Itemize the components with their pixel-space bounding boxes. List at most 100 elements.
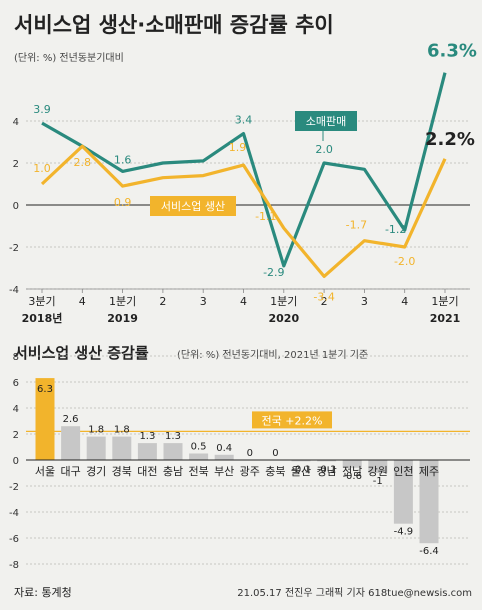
retail-line xyxy=(41,72,447,268)
bar-chart-title: 서비스업 생산 증감률 xyxy=(14,344,149,362)
bar xyxy=(86,436,106,460)
bar-value-label: 0.4 xyxy=(216,443,232,454)
bar xyxy=(291,460,311,462)
y-tick-label: -4 xyxy=(9,508,19,519)
bar-chart-subtitle: (단위: %) 전년동기대비, 2021년 1분기 기준 xyxy=(177,348,368,361)
bar xyxy=(35,378,55,460)
x-tick-label: 4 xyxy=(401,295,408,308)
x-tick-label: 2 xyxy=(321,295,328,308)
bar-category-label: 전남 xyxy=(342,465,362,478)
bar-category-label: 경기 xyxy=(86,465,106,478)
source-note: 자료: 통계청 xyxy=(14,586,72,599)
y-tick-label: -2 xyxy=(9,243,19,254)
y-tick-label: -2 xyxy=(9,482,19,493)
bar-value-label: 0.5 xyxy=(191,442,207,453)
reference-label: 전국 +2.2% xyxy=(262,414,323,427)
y-tick-label: 2 xyxy=(13,430,19,441)
bar-value-label: -0.1 xyxy=(291,464,311,475)
data-label: 2.8 xyxy=(74,156,92,169)
bar xyxy=(189,453,209,460)
data-label: -3.4 xyxy=(313,290,334,303)
x-tick-label: 4 xyxy=(79,295,86,308)
y-tick-label: 4 xyxy=(13,117,19,128)
bar-value-label: 1.3 xyxy=(139,431,155,442)
bar xyxy=(61,426,81,460)
bar-category-label: 서울 xyxy=(35,465,55,478)
line-chart: -4 -2 0 2 4 3분기 4 1분기 2 3 4 1분기 2 3 4 1분기 2018년 2019 2020 2… xyxy=(9,41,477,325)
retail-legend-label: 소매판매 xyxy=(306,115,346,128)
y-tick-label: 8 xyxy=(13,352,19,363)
data-label: -2.9 xyxy=(263,266,284,279)
year-label: 2019 xyxy=(107,312,138,325)
bar-value-label: -1 xyxy=(373,476,383,487)
x-tick-label: 1분기 xyxy=(431,295,458,308)
data-label: 1.6 xyxy=(114,153,132,166)
credit-note: 21.05.17 전진우 그래픽 기자 618tue@newsis.com xyxy=(237,587,472,599)
bar xyxy=(214,454,234,460)
data-label: -2.0 xyxy=(394,255,415,268)
year-label: 2020 xyxy=(268,312,299,325)
data-label: 2.0 xyxy=(315,143,333,156)
x-tick-label: 4 xyxy=(240,295,247,308)
data-label: 1.9 xyxy=(229,141,247,154)
y-tick-label: 0 xyxy=(13,456,19,467)
bar-category-label: 대전 xyxy=(137,465,157,478)
x-tick-label: 1분기 xyxy=(270,295,297,308)
y-tick-label: -8 xyxy=(9,560,19,571)
bar-value-label: -4.9 xyxy=(394,527,414,538)
year-label: 2018년 xyxy=(22,311,63,325)
reference-label-box xyxy=(252,411,332,429)
service-legend-box xyxy=(150,196,236,216)
bar-category-label: 광주 xyxy=(240,465,260,478)
y-tick-label: 6 xyxy=(13,378,19,389)
data-label: -1.7 xyxy=(346,219,367,232)
y-tick-label: -4 xyxy=(9,285,19,296)
bar-category-label: 경남 xyxy=(316,465,336,478)
bar xyxy=(419,460,439,544)
data-label: 0.9 xyxy=(114,196,132,209)
x-tick-label: 3 xyxy=(361,295,368,308)
bar-value-label: 0 xyxy=(247,448,253,459)
bar-category-label: 전북 xyxy=(188,465,208,478)
service-end-label: 2.2% xyxy=(425,129,475,150)
bar-value-label: 2.6 xyxy=(63,414,79,425)
bar-category-label: 강원 xyxy=(368,465,388,478)
service-legend-label: 서비스업 생산 xyxy=(161,200,225,213)
data-label: 1.0 xyxy=(33,162,51,175)
bar-value-label: -0.1 xyxy=(317,464,337,475)
bar-chart: -8 -6 -4 -2 0 2 4 6 8 전국 +2.2% 6.3 서울 2.6 대구 1.8 경기 1.8 경… xyxy=(9,352,470,571)
data-label: 3.9 xyxy=(33,103,51,116)
bar-category-label: 충북 xyxy=(265,465,285,478)
bar-value-label: -6.4 xyxy=(419,546,439,557)
retail-end-label: 6.3% xyxy=(427,41,477,62)
service-line xyxy=(40,144,447,278)
bar-value-label: 1.8 xyxy=(88,425,104,436)
data-label: 3.4 xyxy=(235,114,253,127)
page-title: 서비스업 생산·소매판매 증감률 추이 xyxy=(14,13,334,37)
bar-category-label: 인천 xyxy=(393,464,413,478)
y-tick-label: 4 xyxy=(13,404,19,415)
year-label: 2021 xyxy=(430,312,461,325)
bar-category-label: 경북 xyxy=(112,465,132,478)
bar-value-label: 6.3 xyxy=(37,384,53,395)
bar xyxy=(368,460,388,473)
bar-value-label: 1.3 xyxy=(165,431,181,442)
bar-category-label: 울산 xyxy=(291,465,311,478)
bar xyxy=(137,443,157,460)
bar xyxy=(112,436,132,460)
retail-legend-box xyxy=(295,111,357,131)
bar-category-label: 제주 xyxy=(419,465,439,478)
y-tick-label: 2 xyxy=(13,159,19,170)
y-tick-label: -6 xyxy=(9,534,19,545)
bar xyxy=(342,460,362,468)
data-label: -1.1 xyxy=(255,210,276,223)
bar-value-label: 1.8 xyxy=(114,425,130,436)
x-tick-label: 2 xyxy=(159,295,166,308)
x-tick-label: 1분기 xyxy=(109,295,136,308)
bar-category-label: 부산 xyxy=(214,465,234,478)
bar-category-label: 대구 xyxy=(60,465,80,478)
y-tick-label: 0 xyxy=(13,201,19,212)
bar-value-label: 0 xyxy=(272,448,278,459)
